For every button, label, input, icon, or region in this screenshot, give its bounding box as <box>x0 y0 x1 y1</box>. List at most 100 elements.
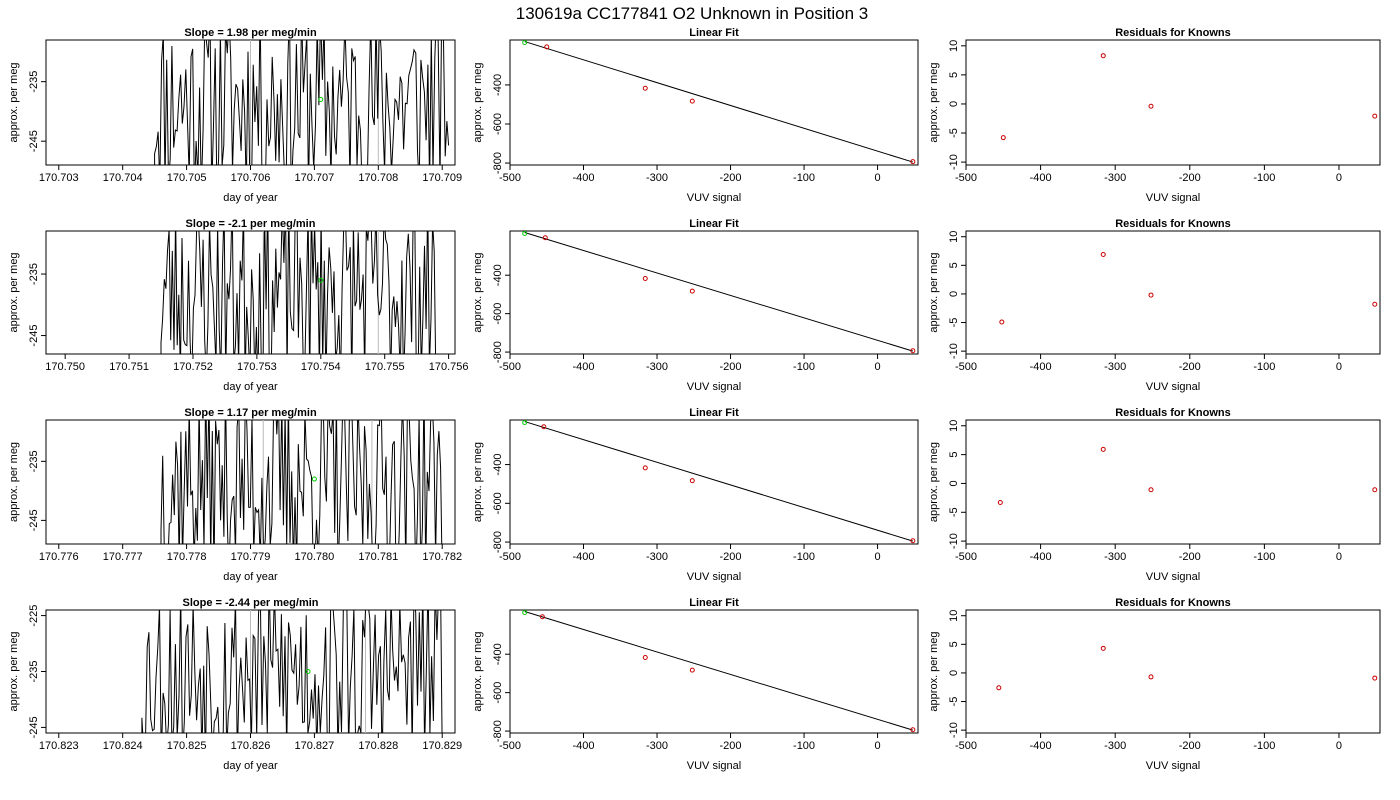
plot-area <box>160 420 443 544</box>
x-tick-label: 170.824 <box>103 740 143 752</box>
reference-point <box>522 610 528 615</box>
y-tick-label: -600 <box>492 682 504 704</box>
x-tick-label: -500 <box>955 551 977 563</box>
fit-line <box>524 421 914 542</box>
x-tick-label: -300 <box>1104 361 1126 373</box>
x-tick-label: 170.707 <box>295 172 335 184</box>
y-axis-label: approx. per meg <box>928 631 940 711</box>
panel-title: Linear Fit <box>689 27 739 39</box>
y-tick-label: 10 <box>948 231 960 243</box>
panel-title: Residuals for Knowns <box>1115 27 1231 39</box>
plot-frame <box>509 609 919 734</box>
reference-point <box>522 231 528 236</box>
residual-point <box>1100 645 1106 651</box>
y-tick-label: -800 <box>492 531 504 553</box>
y-tick-label: 0 <box>948 291 960 297</box>
plot-frame <box>509 230 919 355</box>
y-tick-label: -800 <box>492 152 504 174</box>
x-axis-label: VUV signal <box>1146 571 1200 583</box>
x-tick-label: -500 <box>955 361 977 373</box>
reference-point <box>305 669 311 674</box>
x-tick-label: -500 <box>499 551 521 563</box>
x-axis-label: day of year <box>223 760 278 772</box>
known-point <box>689 288 695 294</box>
y-tick-label: 5 <box>948 262 960 268</box>
plot-area <box>996 645 1378 691</box>
y-tick-label: -235 <box>28 263 40 285</box>
x-axis-label: day of year <box>223 381 278 393</box>
x-tick-label: -400 <box>1030 551 1052 563</box>
plot-area <box>522 231 916 354</box>
x-tick-label: 170.704 <box>103 172 143 184</box>
x-tick-label: -200 <box>720 551 742 563</box>
fit-line <box>524 232 914 352</box>
y-tick-label: 10 <box>948 420 960 432</box>
y-tick-label: 0 <box>948 670 960 676</box>
y-axis-label: approx. per meg <box>8 252 20 332</box>
x-tick-label: 0 <box>875 551 881 563</box>
panel-residual-row-3: Residuals for Knowns-500 -400 -300 -200 -100… <box>928 407 1381 583</box>
x-tick-label: 170.706 <box>231 172 271 184</box>
plot-frame <box>965 39 1381 166</box>
x-tick-label: 0 <box>875 172 881 184</box>
plot-frame <box>509 419 919 545</box>
x-tick-label: -400 <box>572 740 594 752</box>
plot-area <box>154 40 450 165</box>
plot-area <box>522 40 916 165</box>
x-tick-label: 170.776 <box>39 551 79 563</box>
x-tick-label: 0 <box>1336 172 1342 184</box>
y-tick-label: 5 <box>948 641 960 647</box>
panel-grid: Slope = 1.98 per meg/min 170.703 170.704 17… <box>8 27 1381 772</box>
x-axis-label: VUV signal <box>687 381 741 393</box>
panel-fit-row-4: Linear Fit -500 -400 -300 -200 -100 0 -400 -600 -… <box>472 597 919 772</box>
known-point <box>544 44 550 50</box>
x-axis-label: VUV signal <box>687 760 741 772</box>
x-tick-label: 170.828 <box>358 740 398 752</box>
x-tick-label: 0 <box>875 740 881 752</box>
x-tick-label: 0 <box>1336 740 1342 752</box>
x-axis-label: VUV signal <box>1146 381 1200 393</box>
x-axis-label: VUV signal <box>1146 192 1200 204</box>
y-tick-label: -245 <box>28 325 40 347</box>
reference-point <box>311 476 317 482</box>
residual-point <box>1372 487 1378 493</box>
y-axis-label: approx. per meg <box>928 252 940 332</box>
panel-residual-row-2: Residuals for Knowns-500 -400 -300 -200 -100… <box>928 218 1381 393</box>
plot-frame <box>965 419 1381 545</box>
x-tick-label: -100 <box>1253 172 1275 184</box>
known-point <box>910 159 916 165</box>
residual-point <box>1148 103 1154 109</box>
known-point <box>642 654 648 660</box>
x-tick-label: -200 <box>1179 172 1201 184</box>
panel-time-row-4: Slope = -2.44 per meg/min 170.823 170.824 1… <box>8 597 462 772</box>
plot-area <box>1000 53 1378 141</box>
x-tick-label: -200 <box>720 740 742 752</box>
x-tick-label: 170.779 <box>231 551 271 563</box>
y-axis-label: approx. per meg <box>472 631 484 711</box>
x-tick-label: 170.752 <box>173 361 213 373</box>
residual-point <box>1100 446 1106 452</box>
y-axis-label: approx. per meg <box>472 442 484 522</box>
x-tick-label: 170.753 <box>237 361 277 373</box>
known-point <box>642 85 648 91</box>
x-tick-label: -500 <box>955 172 977 184</box>
plot-frame <box>965 609 1381 734</box>
series-line <box>160 420 443 544</box>
residual-point <box>1372 113 1378 119</box>
y-tick-label: -245 <box>28 509 40 531</box>
y-tick-label: 5 <box>948 72 960 78</box>
y-tick-label: -5 <box>948 507 960 517</box>
residual-point <box>1148 674 1154 680</box>
panel-time-row-3: Slope = 1.17 per meg/min 170.776 170.777 17… <box>8 407 462 583</box>
known-point <box>689 98 695 104</box>
known-point <box>541 424 547 430</box>
x-tick-label: 0 <box>875 361 881 373</box>
x-tick-label: -400 <box>1030 361 1052 373</box>
x-tick-label: -400 <box>1030 172 1052 184</box>
x-tick-label: 170.778 <box>167 551 207 563</box>
x-tick-label: -400 <box>572 551 594 563</box>
x-tick-label: -300 <box>646 551 668 563</box>
known-point <box>910 727 916 733</box>
y-axis-label: approx. per meg <box>8 631 20 711</box>
